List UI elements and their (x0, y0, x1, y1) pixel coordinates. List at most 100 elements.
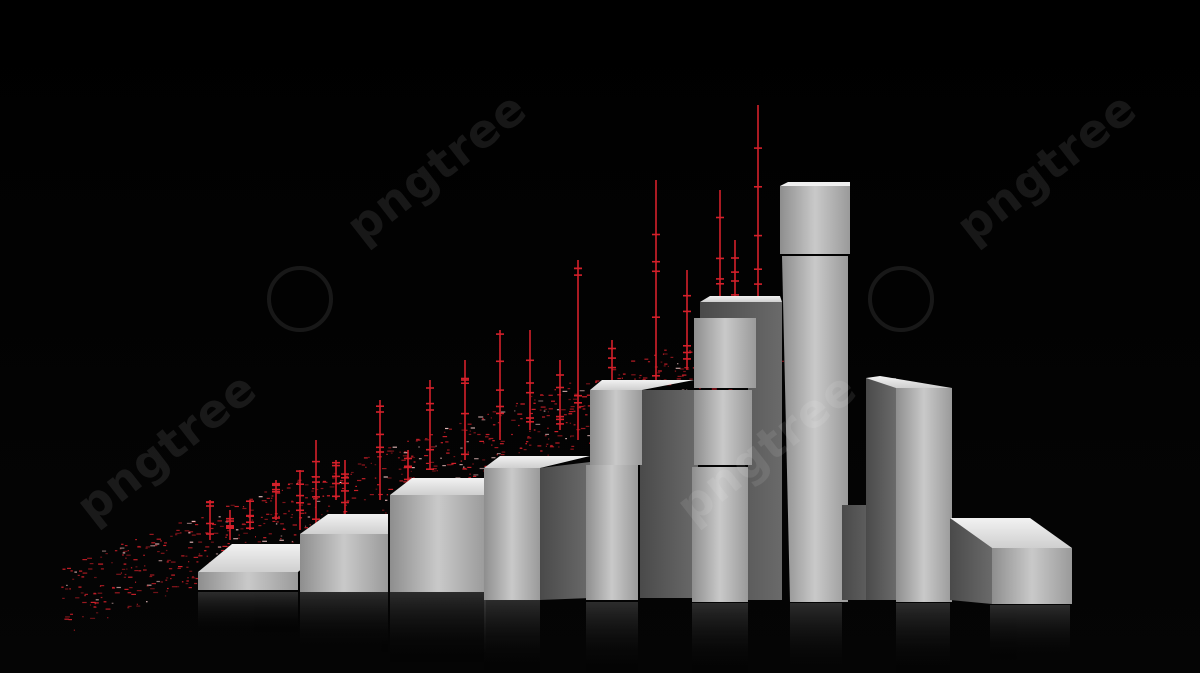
red-particle (188, 587, 192, 589)
red-particle (241, 523, 246, 525)
red-particle (554, 403, 558, 405)
red-particle (346, 500, 350, 502)
red-particle (160, 581, 163, 583)
red-particle (75, 597, 80, 599)
red-particle (114, 550, 118, 552)
red-particle (292, 524, 297, 526)
red-particle (150, 588, 155, 590)
bar-8 (842, 376, 952, 602)
red-particle (143, 554, 145, 556)
red-particle (165, 549, 168, 552)
red-particle (462, 468, 468, 470)
red-particle (242, 506, 245, 508)
red-particle (440, 457, 442, 459)
red-particle (572, 398, 578, 400)
red-particle (144, 565, 146, 567)
red-particle (361, 464, 365, 466)
red-particle (631, 374, 636, 376)
red-particle (472, 463, 474, 465)
bars-3d (198, 182, 1072, 604)
red-particle (124, 588, 129, 590)
red-particle (483, 442, 485, 444)
red-particle (128, 576, 133, 578)
bar-5 (586, 380, 698, 600)
red-particle (453, 456, 456, 458)
red-particle (171, 574, 175, 576)
red-particle (511, 419, 516, 421)
red-particle (66, 584, 68, 586)
red-particle (217, 546, 222, 548)
red-particle (377, 484, 380, 486)
red-particle (570, 436, 572, 438)
red-particle (188, 532, 191, 534)
red-particle (261, 500, 267, 502)
red-particle (135, 581, 137, 583)
red-particle (492, 424, 496, 426)
red-particle (127, 605, 132, 607)
red-particle (674, 370, 677, 372)
red-particle (133, 559, 138, 561)
red-particle (578, 407, 582, 409)
red-particle (291, 541, 294, 543)
red-particle (445, 441, 449, 443)
red-particle (463, 466, 465, 468)
red-particle (546, 443, 549, 445)
red-particle (287, 483, 290, 486)
red-particle (276, 521, 279, 523)
red-particle (105, 553, 108, 555)
red-particle (320, 487, 324, 490)
red-particle (124, 545, 128, 547)
red-particle (196, 561, 199, 563)
red-particle (432, 468, 437, 470)
red-particle (227, 530, 231, 532)
red-particle (258, 525, 262, 527)
red-particle (122, 554, 124, 556)
red-particle (191, 520, 196, 522)
red-particle (77, 574, 80, 576)
red-particle (543, 410, 546, 412)
red-particle (283, 527, 285, 529)
red-particle (234, 505, 239, 508)
red-particle (286, 487, 291, 489)
red-particle (370, 462, 372, 464)
red-particle (689, 350, 691, 352)
red-particle (451, 462, 457, 464)
red-particle (179, 532, 182, 534)
red-particle (222, 545, 227, 547)
red-particle (634, 378, 636, 380)
red-particle (82, 616, 84, 618)
red-particle (580, 427, 586, 430)
red-particle (290, 516, 293, 518)
red-particle (88, 568, 93, 570)
red-particle (525, 443, 527, 445)
red-particle (217, 520, 222, 522)
red-particle (293, 534, 297, 536)
red-particle (432, 470, 436, 472)
red-particle (178, 566, 183, 568)
red-particle (481, 419, 486, 421)
red-particle (568, 413, 572, 415)
red-particle (189, 541, 194, 543)
red-particle (557, 394, 562, 396)
red-particle (181, 555, 185, 557)
red-particle (350, 473, 352, 475)
floor-reflections (198, 592, 1070, 673)
red-particle (304, 512, 307, 514)
red-particle (328, 505, 331, 507)
red-particle (501, 451, 506, 453)
red-particle (127, 550, 129, 552)
red-particle (449, 428, 452, 430)
red-particle (93, 592, 96, 594)
red-particle (445, 427, 449, 430)
red-data-spikes (206, 105, 762, 540)
red-particle (123, 563, 127, 565)
red-particle (189, 570, 193, 572)
red-particle (114, 592, 120, 594)
red-particle (298, 504, 304, 506)
red-particle (150, 574, 155, 576)
red-particle (355, 485, 357, 487)
red-particle (242, 507, 247, 510)
red-particle (145, 547, 148, 549)
red-particle (586, 394, 592, 396)
red-particle (562, 390, 568, 392)
